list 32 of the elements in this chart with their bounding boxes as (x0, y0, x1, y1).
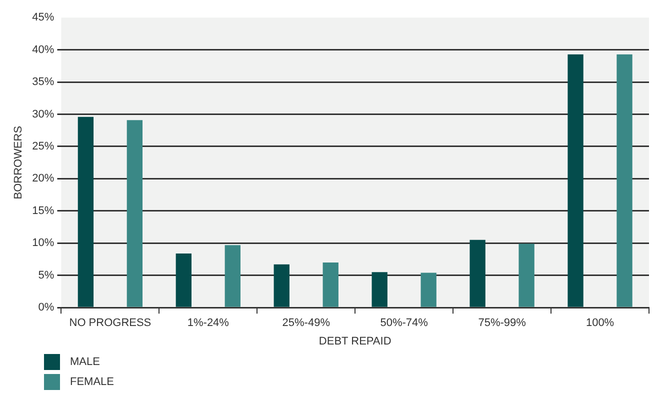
x-tick-label: 75%-99% (478, 317, 526, 330)
x-axis-title: DEBT REPAID (318, 335, 392, 348)
bar (420, 272, 436, 307)
bar (518, 244, 534, 307)
legend-label: MALE (70, 356, 100, 368)
bar (322, 262, 338, 307)
y-tick-label: 40% (32, 44, 54, 56)
x-tick-label: 50%-74% (380, 317, 428, 330)
y-tick-label: 10% (32, 237, 54, 250)
y-tick-label: 25% (32, 140, 54, 153)
x-tick-label: 100% (586, 317, 614, 330)
x-tick-label: 25%-49% (282, 317, 330, 330)
y-tick-label: 0% (38, 302, 54, 314)
bar (126, 120, 143, 307)
bar (568, 54, 584, 307)
y-tick-label: 5% (38, 269, 54, 282)
y-tick-label: 20% (32, 172, 54, 185)
bar (372, 272, 388, 307)
bar (78, 116, 94, 307)
x-tick-label: 1%-24% (187, 317, 230, 330)
y-axis-title: BORROWERS (12, 126, 25, 200)
bar (274, 264, 290, 307)
bar (176, 253, 192, 307)
y-tick-label: 35% (32, 76, 54, 88)
bar (224, 245, 240, 307)
y-tick-label: 30% (32, 108, 54, 120)
x-tick-label: NO PROGRESS (69, 317, 152, 330)
bar (470, 240, 486, 307)
legend-label: FEMALE (70, 376, 114, 388)
bar (616, 54, 632, 307)
y-tick-label: 15% (32, 204, 54, 217)
y-tick-label: 45% (32, 12, 54, 24)
